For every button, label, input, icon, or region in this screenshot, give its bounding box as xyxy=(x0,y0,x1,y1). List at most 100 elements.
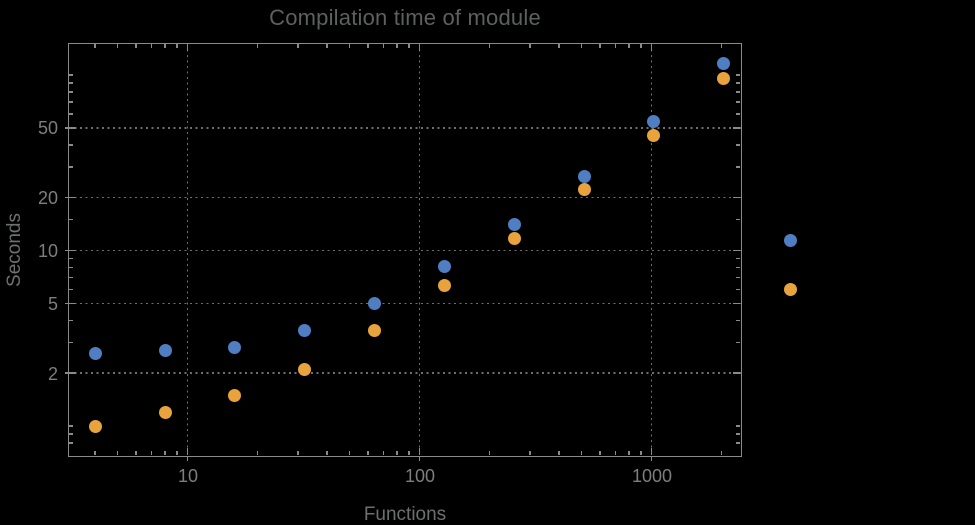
axis-tick xyxy=(733,372,740,374)
axis-tick xyxy=(382,44,385,48)
data-point-series-1 xyxy=(507,217,521,231)
axis-tick xyxy=(488,44,491,48)
x-tick-label: 100 xyxy=(404,466,436,486)
axis-tick xyxy=(733,196,740,199)
data-point-series-2 xyxy=(158,405,172,419)
axis-tick xyxy=(736,82,740,84)
axis-tick xyxy=(736,257,740,260)
axis-tick xyxy=(256,451,259,455)
axis-tick xyxy=(69,288,73,291)
axis-tick xyxy=(736,288,740,291)
axis-tick xyxy=(580,451,583,455)
data-point-series-2 xyxy=(368,324,382,338)
axis-tick xyxy=(720,451,723,455)
axis-tick xyxy=(736,113,740,115)
axis-tick xyxy=(736,341,740,343)
axis-tick xyxy=(69,91,73,93)
axis-tick xyxy=(326,44,328,48)
data-point-series-2 xyxy=(507,232,521,246)
axis-tick xyxy=(599,44,601,48)
data-point-series-1 xyxy=(717,57,731,71)
data-point-series-1 xyxy=(368,296,382,310)
gridline-y-5 xyxy=(69,302,741,305)
axis-tick xyxy=(408,451,410,455)
data-point-series-1 xyxy=(577,169,591,183)
axis-tick xyxy=(64,249,68,252)
data-point-series-2 xyxy=(298,362,312,376)
axis-tick xyxy=(396,44,398,48)
axis-tick xyxy=(733,249,740,252)
data-point-series-1 xyxy=(88,346,102,360)
chart-title: Compilation time of module xyxy=(269,5,541,30)
axis-tick xyxy=(186,44,189,51)
axis-tick xyxy=(164,451,166,455)
axis-tick xyxy=(69,276,73,279)
axis-tick xyxy=(736,101,740,103)
axis-tick xyxy=(720,44,723,48)
axis-tick xyxy=(650,448,653,455)
axis-tick xyxy=(558,451,560,455)
x-tick-label: 1000 xyxy=(631,466,673,486)
axis-tick xyxy=(116,44,119,48)
axis-tick xyxy=(297,44,299,48)
axis-tick xyxy=(418,44,421,51)
axis-tick xyxy=(69,266,73,269)
data-point-series-2 xyxy=(647,129,661,143)
legend-marker-series-1 xyxy=(783,233,797,247)
axis-tick xyxy=(69,372,76,374)
axis-tick xyxy=(418,448,421,455)
axis-tick xyxy=(614,451,617,455)
axis-tick xyxy=(736,144,740,146)
axis-tick xyxy=(69,433,73,435)
axis-tick xyxy=(94,451,96,455)
axis-tick xyxy=(69,82,73,84)
axis-tick xyxy=(733,302,740,305)
axis-tick xyxy=(135,451,137,455)
axis-tick xyxy=(488,451,491,455)
gridline-y-20 xyxy=(69,196,741,199)
gridline-y-50 xyxy=(69,127,741,129)
axis-tick xyxy=(367,451,369,455)
axis-tick xyxy=(367,44,369,48)
axis-tick xyxy=(69,257,73,260)
data-point-series-2 xyxy=(228,388,242,402)
axis-tick xyxy=(736,319,740,322)
axis-tick xyxy=(736,74,740,76)
x-tick-label: 10 xyxy=(177,466,199,486)
axis-tick xyxy=(69,218,73,221)
axis-tick xyxy=(733,127,740,129)
axis-tick xyxy=(69,196,76,199)
axis-tick xyxy=(558,44,560,48)
y-tick-label: 50 xyxy=(37,118,58,139)
axis-tick xyxy=(382,451,385,455)
data-point-series-1 xyxy=(228,341,242,355)
axis-tick xyxy=(69,113,73,115)
data-point-series-1 xyxy=(298,324,312,338)
axis-tick xyxy=(69,302,76,305)
axis-tick xyxy=(69,101,73,103)
axis-tick xyxy=(396,451,398,455)
axis-tick xyxy=(736,276,740,279)
axis-tick xyxy=(94,44,96,48)
gridline-y-2 xyxy=(69,372,741,374)
axis-tick xyxy=(736,218,740,221)
axis-tick xyxy=(64,302,68,305)
axis-tick xyxy=(599,451,601,455)
data-point-series-2 xyxy=(577,182,591,196)
axis-tick xyxy=(69,249,76,252)
axis-tick xyxy=(650,456,653,461)
axis-tick xyxy=(736,442,740,444)
axis-tick xyxy=(164,44,166,48)
axis-tick xyxy=(736,166,740,168)
axis-tick xyxy=(176,44,178,48)
axis-tick xyxy=(176,451,178,455)
x-axis-label: Functions xyxy=(363,504,447,525)
axis-tick xyxy=(650,44,653,51)
axis-tick xyxy=(736,266,740,269)
axis-tick xyxy=(116,451,119,455)
axis-tick xyxy=(186,448,189,455)
axis-tick xyxy=(640,44,642,48)
axis-tick xyxy=(348,44,351,48)
axis-tick xyxy=(529,451,531,455)
